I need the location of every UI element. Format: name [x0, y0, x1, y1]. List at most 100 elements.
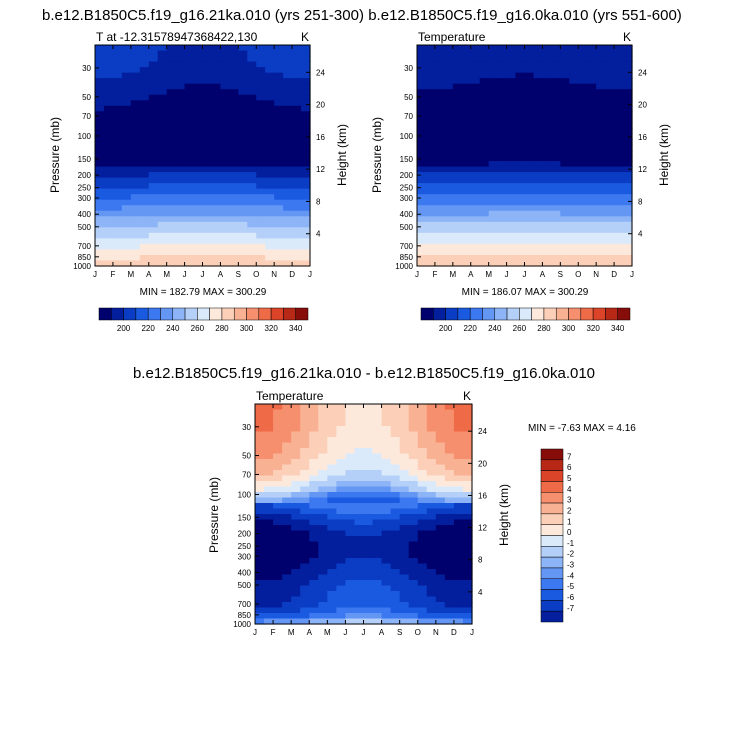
contour-cell — [193, 260, 204, 267]
contour-cell — [202, 78, 213, 85]
colorbar-tick-label: 200 — [117, 324, 131, 333]
contour-cell — [148, 56, 159, 63]
height-tick-label: 12 — [638, 165, 647, 174]
contour-cell — [390, 475, 401, 482]
contour-cell — [345, 530, 356, 537]
contour-cell — [95, 254, 105, 262]
contour-cell — [417, 508, 428, 515]
contour-cell — [426, 481, 437, 488]
contour-cell — [452, 161, 463, 168]
contour-cell — [247, 221, 257, 228]
contour-cell — [264, 431, 274, 438]
contour-cell — [417, 420, 428, 427]
contour-cell — [220, 122, 230, 129]
contour-cell — [166, 183, 177, 190]
contour-cell — [282, 514, 292, 521]
contour-cell — [265, 72, 275, 79]
contour-cell — [605, 61, 615, 68]
contour-cell — [426, 530, 437, 537]
contour-cell — [542, 221, 552, 228]
contour-cell — [121, 254, 132, 262]
contour-cell — [479, 56, 490, 63]
contour-cell — [399, 580, 410, 587]
contour-cell — [309, 591, 319, 598]
contour-cell — [202, 232, 213, 239]
contour-cell — [551, 166, 561, 173]
contour-cell — [443, 227, 454, 234]
contour-cell — [587, 56, 597, 63]
contour-cell — [605, 149, 615, 157]
contour-cell — [273, 415, 283, 422]
contour-cell — [255, 547, 265, 554]
contour-cell — [614, 249, 624, 256]
contour-cell — [434, 221, 445, 228]
contour-cell — [381, 453, 392, 460]
contour-cell — [95, 166, 105, 173]
contour-cell — [292, 116, 302, 123]
contour-cell — [453, 426, 464, 433]
contour-cell — [417, 574, 428, 581]
contour-cell — [515, 138, 526, 146]
contour-cell — [121, 249, 132, 256]
contour-cell — [390, 497, 401, 504]
contour-cell — [336, 552, 347, 559]
contour-cell — [229, 133, 239, 140]
contour-cell — [578, 194, 588, 201]
contour-cell — [292, 94, 302, 101]
contour-cell — [336, 409, 347, 416]
height-tick-label: 8 — [638, 197, 643, 206]
pressure-tick-label: 700 — [78, 242, 92, 251]
contour-cell — [533, 210, 544, 217]
contour-cell — [273, 437, 283, 444]
contour-cell — [569, 122, 579, 129]
contour-cell — [363, 574, 374, 581]
contour-cell — [282, 558, 292, 565]
contour-cell — [193, 144, 204, 151]
month-tick-label: N — [433, 628, 439, 637]
contour-cell — [578, 177, 588, 184]
contour-cell — [139, 188, 150, 195]
panel-3-contour-fill — [255, 404, 473, 625]
contour-cell — [462, 442, 473, 449]
contour-cell — [166, 144, 177, 151]
contour-cell — [256, 227, 266, 234]
contour-cell — [309, 607, 319, 614]
contour-cell — [470, 260, 481, 267]
contour-cell — [282, 404, 292, 411]
contour-cell — [175, 194, 186, 201]
contour-cell — [103, 116, 114, 123]
contour-cell — [452, 100, 463, 107]
contour-cell — [578, 105, 588, 112]
contour-cell — [560, 144, 570, 151]
contour-cell — [462, 525, 473, 532]
contour-cell — [264, 448, 274, 455]
month-tick-label: A — [468, 270, 474, 279]
contour-cell — [202, 177, 213, 184]
month-tick-label: J — [505, 270, 509, 279]
contour-cell — [95, 133, 105, 140]
contour-cell — [443, 166, 454, 173]
contour-cell — [587, 199, 597, 206]
colorbar-tick-label: 300 — [562, 324, 576, 333]
contour-cell — [462, 431, 473, 438]
contour-cell — [408, 404, 419, 411]
contour-cell — [211, 111, 222, 118]
contour-cell — [399, 464, 410, 471]
contour-cell — [184, 155, 195, 162]
contour-cell — [461, 83, 472, 90]
contour-cell — [247, 72, 257, 79]
contour-cell — [497, 89, 508, 96]
contour-cell — [381, 481, 392, 488]
contour-cell — [283, 155, 293, 162]
contour-cell — [372, 503, 383, 510]
contour-cell — [148, 221, 159, 228]
contour-cell — [470, 166, 481, 173]
contour-cell — [363, 481, 374, 488]
contour-cell — [453, 558, 464, 565]
contour-cell — [291, 552, 301, 559]
contour-cell — [399, 503, 410, 510]
contour-cell — [587, 194, 597, 201]
contour-cell — [605, 172, 615, 179]
contour-cell — [596, 50, 606, 57]
month-tick-label: O — [415, 628, 421, 637]
